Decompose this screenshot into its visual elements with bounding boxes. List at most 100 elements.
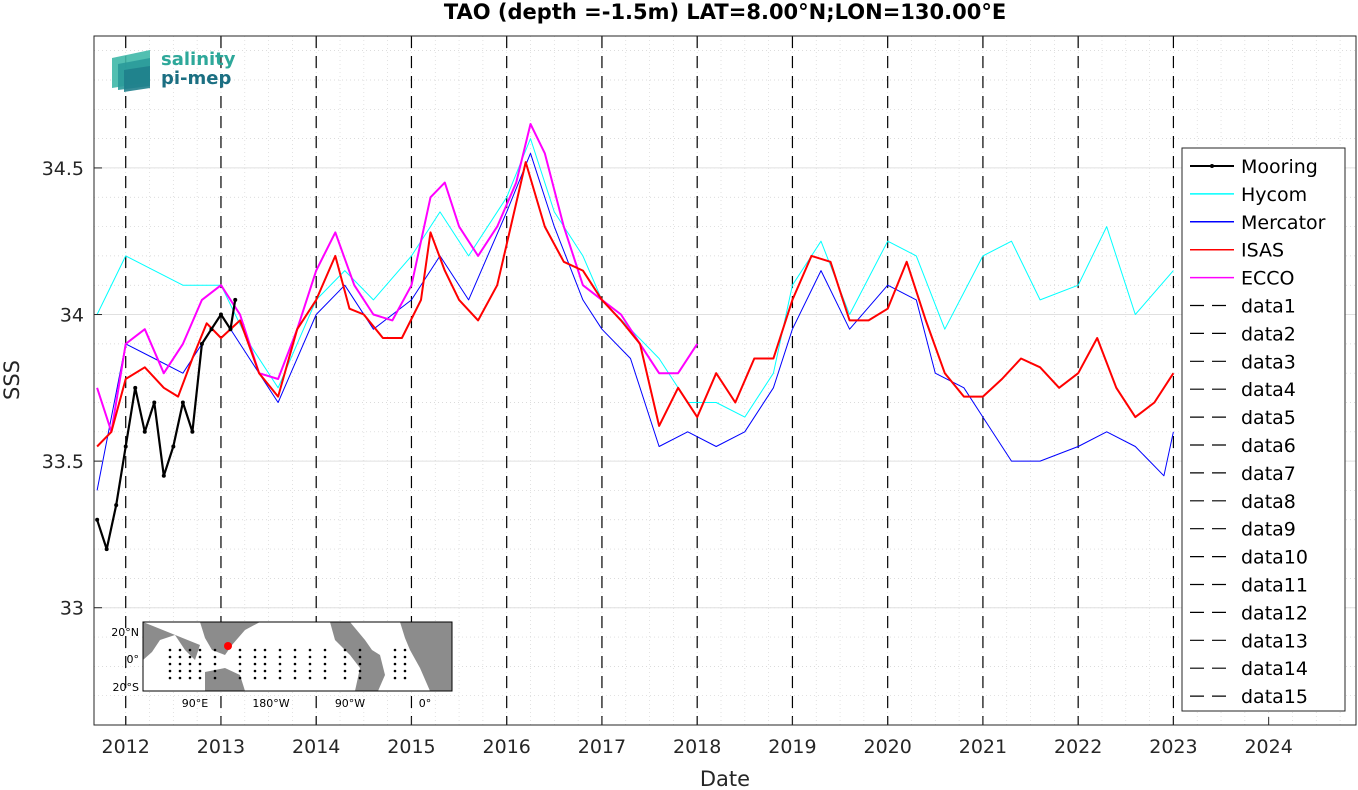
mooring-dot xyxy=(188,669,192,673)
series-point-mooring xyxy=(123,444,128,449)
legend-label-data8: data8 xyxy=(1241,491,1296,513)
series-point-mooring xyxy=(233,297,238,302)
mooring-dot xyxy=(253,655,257,659)
map-lon-label: 90°E xyxy=(182,697,208,710)
legend-item-data5: data5 xyxy=(1190,407,1296,429)
legend-item-hycom: Hycom xyxy=(1190,184,1307,206)
series-point-mooring xyxy=(209,327,214,332)
legend-item-data7: data7 xyxy=(1190,463,1296,485)
legend-label-data13: data13 xyxy=(1241,630,1308,652)
mooring-dot xyxy=(403,662,407,666)
legend-label-ecco: ECCO xyxy=(1241,268,1295,290)
legend-label-data5: data5 xyxy=(1241,407,1296,429)
legend-item-data12: data12 xyxy=(1190,602,1308,624)
plot-frame xyxy=(93,35,1357,726)
mooring-dot xyxy=(178,662,182,666)
mooring-dot xyxy=(323,662,327,666)
legend-box xyxy=(1181,147,1346,712)
mooring-dot xyxy=(188,655,192,659)
mooring-dot xyxy=(253,676,257,680)
legend-label-data7: data7 xyxy=(1241,463,1296,485)
mooring-dot xyxy=(178,648,182,652)
x-tick-label: 2016 xyxy=(483,736,531,758)
series-line-ecco xyxy=(96,123,699,433)
legend-item-data9: data9 xyxy=(1190,519,1296,541)
legend-item-data8: data8 xyxy=(1190,491,1296,513)
mooring-dot xyxy=(403,669,407,673)
mooring-dot xyxy=(358,662,362,666)
map-lat-label: 20°S xyxy=(113,681,139,694)
mooring-dot xyxy=(358,669,362,673)
series-line-mooring xyxy=(96,299,237,551)
map-lat-label: 20°N xyxy=(111,626,139,639)
mooring-dot xyxy=(393,648,397,652)
legend-item-data14: data14 xyxy=(1190,658,1308,680)
mooring-dot xyxy=(323,676,327,680)
series-layer xyxy=(95,123,1175,552)
mooring-dot xyxy=(238,655,242,659)
mooring-dot xyxy=(403,655,407,659)
mooring-dot xyxy=(263,655,267,659)
mooring-dot xyxy=(278,676,282,680)
legend-item-mercator: Mercator xyxy=(1190,212,1326,234)
mooring-dot xyxy=(308,662,312,666)
legend-item-ecco: ECCO xyxy=(1190,268,1295,290)
map-lon-label: 0° xyxy=(419,697,432,710)
x-tick-label: 2020 xyxy=(863,736,911,758)
mooring-dot xyxy=(278,669,282,673)
mooring-dot xyxy=(198,662,202,666)
mooring-dot xyxy=(393,676,397,680)
mooring-dot xyxy=(278,655,282,659)
x-tick-label: 2014 xyxy=(292,736,340,758)
salinity-pi-mep-logo: salinity pi-mep xyxy=(112,49,236,92)
series-line-isas xyxy=(96,161,1175,448)
mooring-dot xyxy=(168,669,172,673)
mooring-dot xyxy=(343,676,347,680)
legend-item-data10: data10 xyxy=(1190,547,1308,569)
legend-label-data3: data3 xyxy=(1241,351,1296,373)
mooring-dot xyxy=(343,662,347,666)
mooring-dot xyxy=(188,676,192,680)
x-tick-label: 2023 xyxy=(1149,736,1197,758)
legend-item-data1: data1 xyxy=(1190,296,1296,318)
legend-item-isas: ISAS xyxy=(1190,240,1284,262)
mooring-dot xyxy=(213,662,217,666)
x-tick-label: 2024 xyxy=(1244,736,1292,758)
mooring-dot xyxy=(278,648,282,652)
y-axis-ticks: 33 33.5 34 34.5 xyxy=(42,158,102,620)
mooring-dot xyxy=(263,676,267,680)
x-tick-label: 2019 xyxy=(768,736,816,758)
mooring-dot xyxy=(178,676,182,680)
mooring-dot xyxy=(393,655,397,659)
x-tick-label: 2012 xyxy=(102,736,150,758)
x-axis-label: Date xyxy=(700,767,750,790)
plot-area xyxy=(94,36,1356,725)
y-tick-label: 34.5 xyxy=(42,158,84,180)
y-tick-label: 34 xyxy=(60,305,84,327)
series-point-mooring xyxy=(171,444,176,449)
map-lon-label: 90°W xyxy=(335,697,365,710)
series-point-mooring xyxy=(180,400,185,405)
inset-map: 20°N 0° 20°S 90°E 180°W 90°W 0° xyxy=(111,621,453,710)
series-point-mooring xyxy=(142,429,147,434)
series-point-mooring xyxy=(104,547,109,552)
x-tick-label: 2021 xyxy=(959,736,1007,758)
legend-item-data11: data11 xyxy=(1190,575,1308,597)
mooring-dot xyxy=(358,655,362,659)
mooring-dot xyxy=(343,648,347,652)
legend: Mooring Hycom Mercator ISAS ECCO data1 data2 da… xyxy=(1181,147,1346,712)
mooring-dot xyxy=(308,648,312,652)
logo-text-pi-mep: pi-mep xyxy=(161,68,231,89)
mooring-array-dots xyxy=(168,648,407,680)
mooring-dot xyxy=(238,662,242,666)
logo-text-salinity: salinity xyxy=(161,49,236,70)
x-tick-label: 2017 xyxy=(578,736,626,758)
map-lon-label: 180°W xyxy=(252,697,289,710)
station-location-marker xyxy=(224,642,232,650)
mooring-dot xyxy=(393,669,397,673)
mooring-dot xyxy=(238,648,242,652)
legend-label-hycom: Hycom xyxy=(1241,184,1307,206)
legend-item-data6: data6 xyxy=(1190,435,1296,457)
mooring-dot xyxy=(168,676,172,680)
